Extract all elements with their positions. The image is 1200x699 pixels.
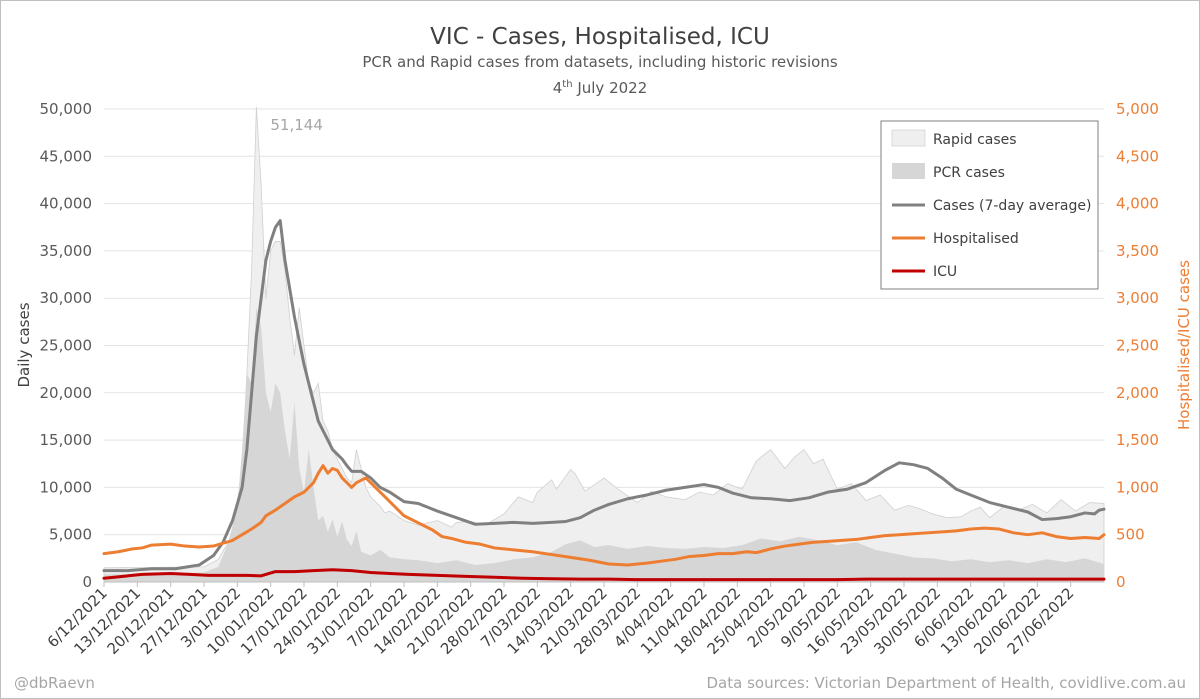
cases-7day-avg-line	[102, 219, 1106, 573]
y-tick-left: 30,000	[40, 289, 93, 307]
legend-label-icu: ICU	[933, 264, 957, 280]
legend-swatch-pcr	[892, 163, 925, 179]
y-tick-right: 3,500	[1116, 242, 1159, 260]
y-tick-left: 0	[82, 573, 92, 591]
y-tick-left: 10,000	[40, 478, 93, 496]
legend-label-avg: Cases (7-day average)	[933, 198, 1091, 214]
y-tick-left: 40,000	[40, 195, 93, 213]
chart-date: 4th July 2022	[553, 79, 648, 97]
y-tick-left: 35,000	[40, 242, 93, 260]
y-tick-right: 5,000	[1116, 100, 1159, 118]
y-axis-left-label: Daily cases	[15, 302, 33, 387]
legend-label-hosp: Hospitalised	[933, 231, 1019, 247]
y-tick-left: 5,000	[49, 526, 92, 544]
y-axis-right-label: Hospitalised/ICU cases	[1175, 260, 1193, 430]
y-tick-right: 3,000	[1116, 289, 1159, 307]
y-tick-right: 500	[1116, 526, 1145, 544]
legend: Rapid cases PCR cases Cases (7-day avera…	[880, 120, 1099, 290]
chart-title: VIC - Cases, Hospitalised, ICU	[430, 24, 770, 50]
date-prefix: 4	[553, 79, 563, 97]
footer-handle: @dbRaevn	[14, 674, 95, 692]
footer-sources: Data sources: Victorian Department of He…	[707, 674, 1187, 692]
legend-label-pcr: PCR cases	[933, 165, 1005, 181]
y-tick-left: 25,000	[40, 337, 93, 355]
peak-annotation: 51,144	[270, 116, 323, 134]
y-tick-left: 20,000	[40, 384, 93, 402]
chart-subtitle: PCR and Rapid cases from datasets, inclu…	[362, 53, 838, 71]
y-tick-right: 1,500	[1116, 431, 1159, 449]
y-tick-right: 1,000	[1116, 478, 1159, 496]
y-tick-left: 50,000	[40, 100, 93, 118]
icu-line	[102, 568, 1106, 582]
rapid-cases-area	[103, 106, 1105, 583]
hospitalised-line	[102, 464, 1106, 567]
legend-swatch-rapid	[891, 129, 926, 147]
y-tick-right: 4,000	[1116, 195, 1159, 213]
date-suffix: July 2022	[573, 79, 648, 97]
y-tick-right: 2,000	[1116, 384, 1159, 402]
legend-label-rapid: Rapid cases	[933, 132, 1017, 148]
y-tick-right: 4,500	[1116, 147, 1159, 165]
y-tick-right: 2,500	[1116, 337, 1159, 355]
date-sup: th	[562, 79, 572, 90]
y-tick-left: 45,000	[40, 147, 93, 165]
y-tick-right: 0	[1116, 573, 1126, 591]
y-tick-left: 15,000	[40, 431, 93, 449]
